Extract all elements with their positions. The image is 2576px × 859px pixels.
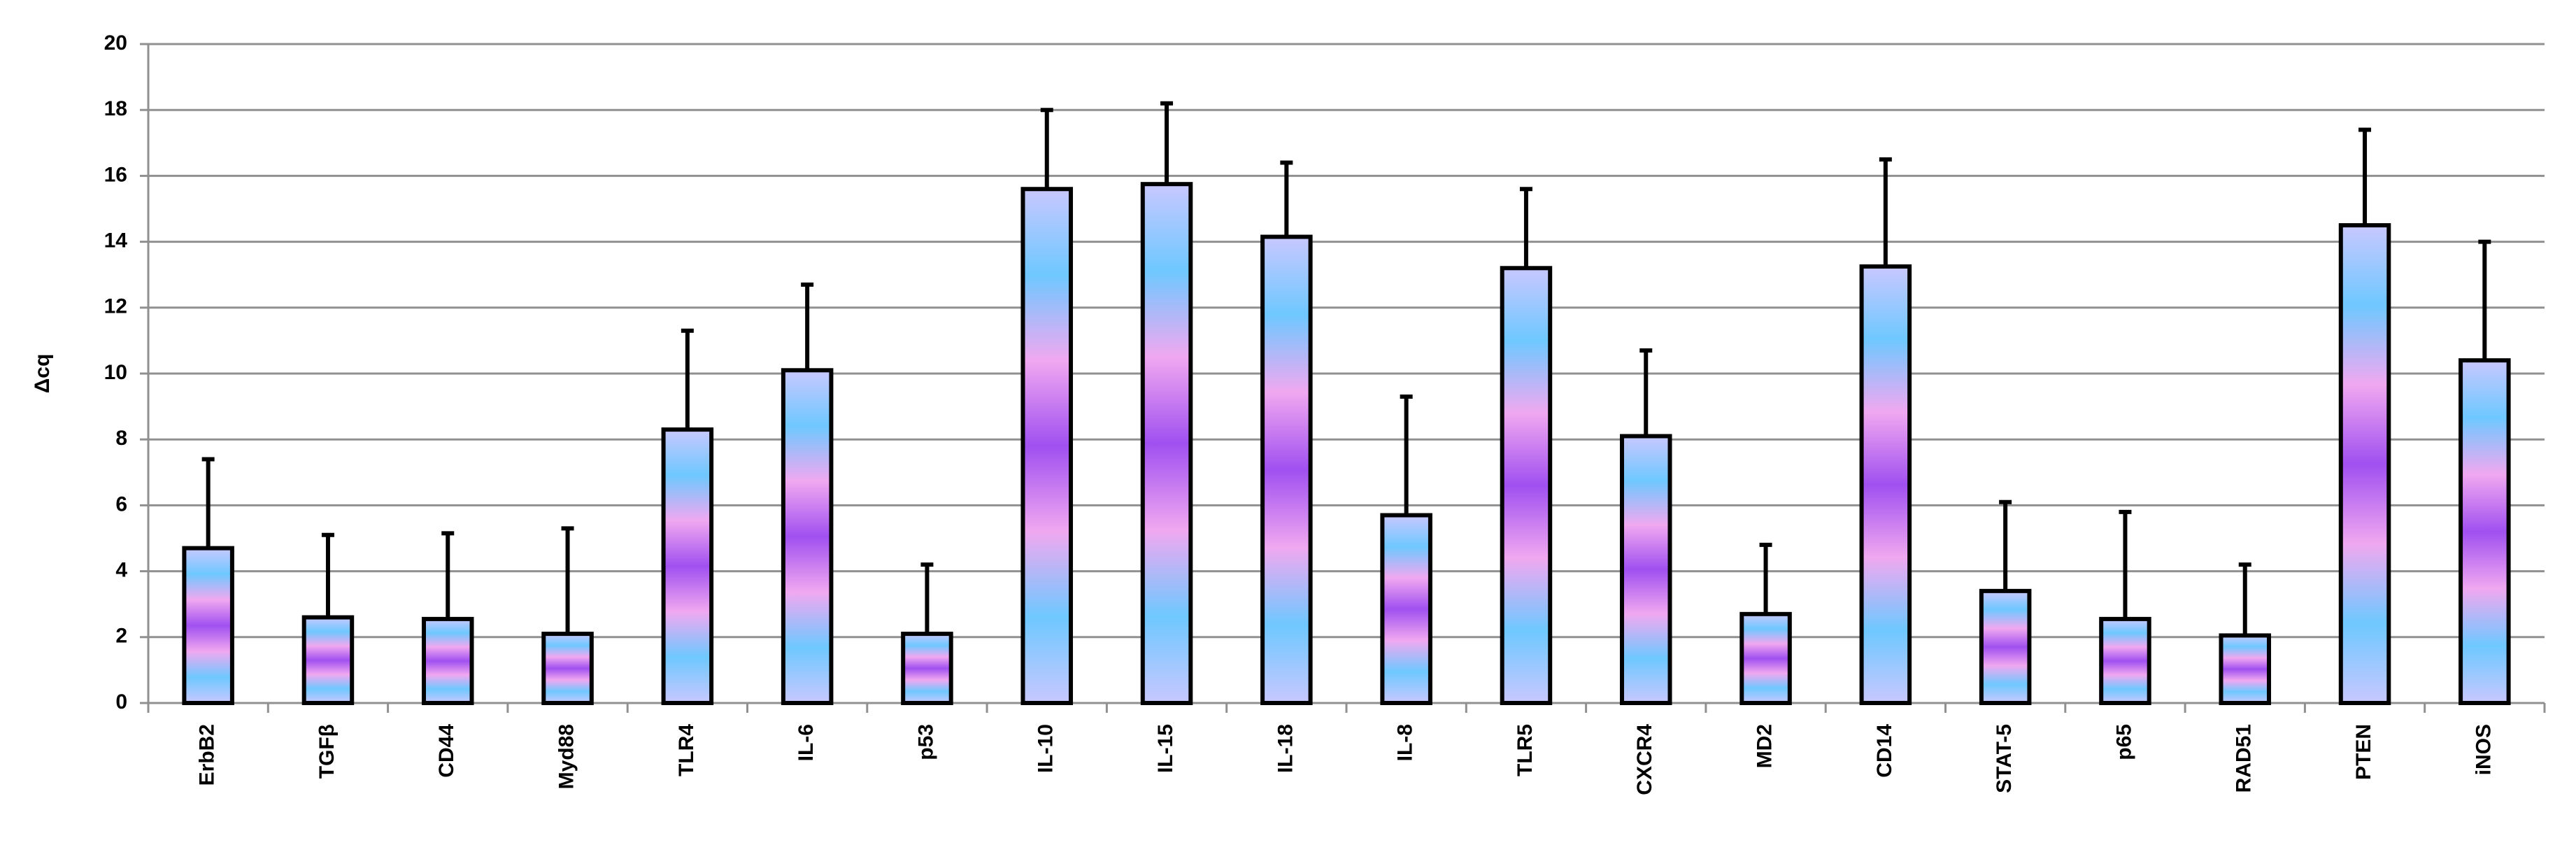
y-axis-label: Δcq bbox=[31, 354, 54, 394]
x-tick-label: STAT-5 bbox=[1993, 724, 2016, 793]
y-tick-label: 10 bbox=[104, 361, 127, 384]
x-tick-label: CXCR4 bbox=[1633, 724, 1656, 795]
x-tick-label: TLR5 bbox=[1514, 724, 1537, 776]
bar bbox=[1859, 264, 1912, 705]
x-tick-label: CD14 bbox=[1873, 724, 1896, 778]
bar bbox=[1500, 266, 1553, 705]
bar bbox=[1979, 588, 2032, 705]
x-tick-label: IL-10 bbox=[1034, 724, 1058, 773]
x-tick-label: p65 bbox=[2112, 724, 2135, 760]
x-tick-label: IL-8 bbox=[1394, 724, 1417, 761]
bar bbox=[541, 632, 594, 706]
x-tick-label: TGFβ bbox=[315, 724, 339, 779]
bar bbox=[2458, 358, 2511, 705]
x-tick-label: MD2 bbox=[1753, 724, 1776, 768]
bar bbox=[1260, 234, 1313, 706]
bar bbox=[301, 615, 355, 705]
bar bbox=[2219, 633, 2272, 706]
x-tick-label: IL-6 bbox=[795, 724, 818, 761]
x-tick-label: IL-15 bbox=[1154, 724, 1177, 773]
x-tick-label: iNOS bbox=[2472, 724, 2495, 775]
x-tick-label: Myd88 bbox=[555, 724, 578, 789]
bar bbox=[1380, 513, 1432, 706]
y-tick-label: 2 bbox=[115, 625, 127, 648]
y-tick-label: 4 bbox=[115, 559, 127, 582]
y-tick-label: 16 bbox=[104, 163, 127, 186]
x-tick-label: ErbB2 bbox=[196, 724, 219, 786]
bar bbox=[2099, 616, 2151, 706]
x-tick-label: TLR4 bbox=[675, 724, 698, 776]
y-tick-label: 12 bbox=[104, 295, 127, 318]
y-tick-label: 20 bbox=[104, 31, 127, 55]
bar bbox=[661, 427, 714, 705]
y-tick-label: 14 bbox=[104, 229, 128, 253]
bar bbox=[182, 546, 234, 705]
x-tick-label: CD44 bbox=[435, 724, 458, 778]
x-tick-label: p53 bbox=[914, 724, 937, 760]
bar bbox=[1020, 187, 1074, 705]
bar bbox=[1739, 611, 1792, 706]
bar bbox=[781, 368, 834, 705]
bar bbox=[901, 632, 953, 706]
bar bbox=[421, 616, 474, 706]
x-tick-label: RAD51 bbox=[2233, 724, 2256, 793]
y-tick-label: 6 bbox=[115, 492, 127, 516]
y-tick-label: 8 bbox=[115, 427, 127, 450]
bar bbox=[1619, 434, 1672, 705]
y-tick-label: 18 bbox=[104, 97, 127, 120]
y-tick-label: 0 bbox=[115, 690, 127, 714]
bar bbox=[1140, 182, 1193, 705]
bar bbox=[2338, 223, 2391, 705]
x-tick-label: IL-18 bbox=[1274, 724, 1297, 773]
x-tick-label: PTEN bbox=[2352, 724, 2375, 780]
